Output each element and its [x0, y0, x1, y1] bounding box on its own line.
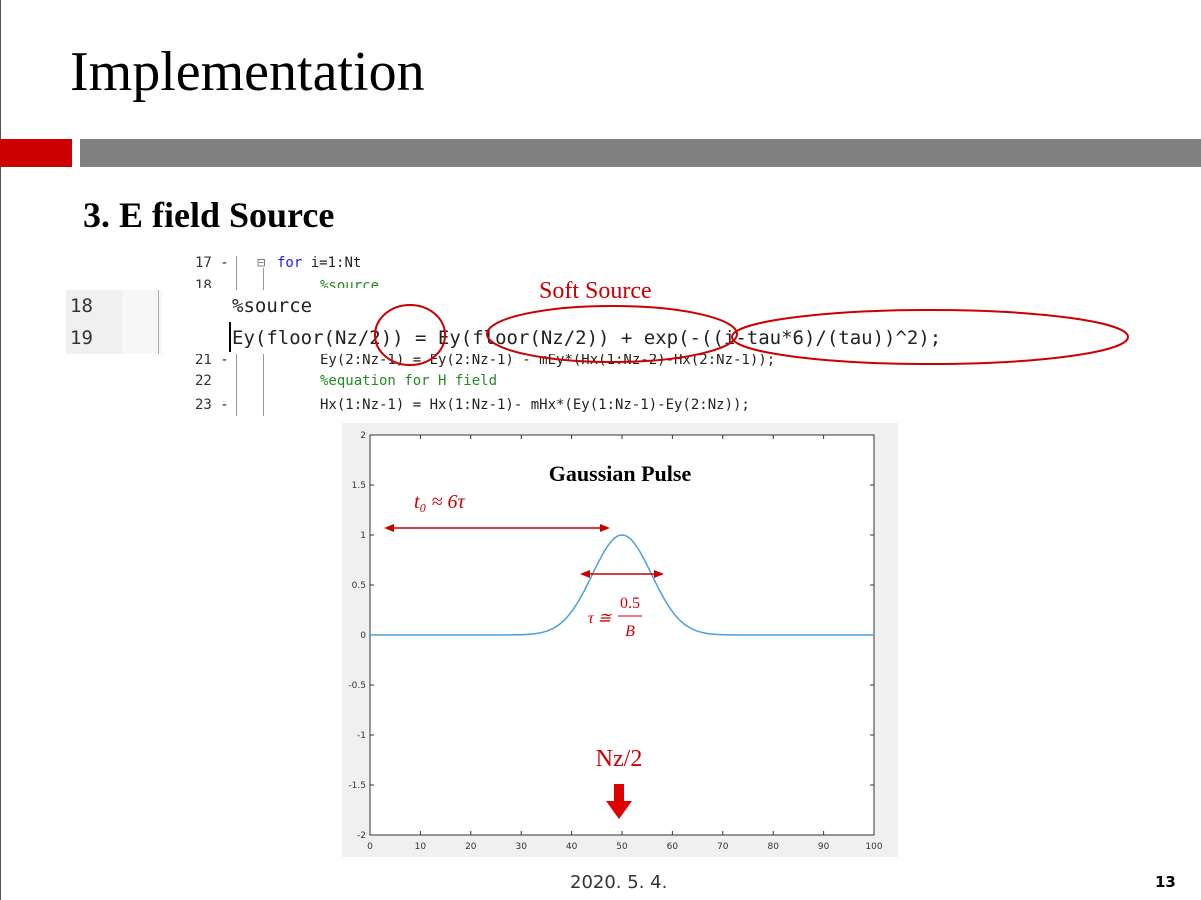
tau-denominator: B: [625, 623, 635, 640]
ellipse-nz2: [374, 304, 446, 366]
x-tick-label: 10: [415, 842, 427, 852]
title-accent-red-bar: [0, 139, 72, 167]
y-tick-label: 2: [360, 431, 366, 441]
x-tick-label: 40: [566, 842, 578, 852]
line-number: 22: [195, 373, 212, 389]
breakpoint-marker: -: [220, 255, 229, 271]
code-line-18-partial-text: %source: [320, 278, 380, 288]
zoomed-code-line-19: Ey(floor(Nz/2)) = Ey(floor(Nz/2)) + exp(…: [232, 327, 942, 349]
tau-numerator: 0.5: [620, 595, 640, 612]
x-tick-label: 80: [767, 842, 779, 852]
fold-toggle-icon[interactable]: ⊟: [257, 255, 266, 271]
soft-source-label: Soft Source: [539, 278, 652, 304]
x-tick-label: 60: [667, 842, 679, 852]
t0-label: t₀ ≈ 6τ: [414, 491, 465, 513]
slide-title: Implementation: [70, 41, 425, 103]
y-tick-label: -0.5: [348, 681, 366, 691]
tau-lhs-label: τ ≅: [588, 610, 613, 627]
code-line-21-partial: 21 -: [195, 350, 229, 370]
x-tick-label: 0: [367, 842, 373, 852]
zoomed-code-line-18: %source: [232, 295, 313, 317]
page-number: 13: [1155, 873, 1176, 891]
keyword: for: [277, 255, 303, 271]
plot-svg: 0 10 20 30 40 50 60 70 80 90 100 -2 -1.5 -1 -0.5 0 0.5 1…: [348, 431, 882, 852]
slide-left-border: [0, 0, 1, 900]
breakpoint-marker: -: [220, 397, 229, 413]
y-tick-label: -1: [357, 731, 366, 741]
y-tick-label: -2: [357, 831, 366, 841]
zoomed-gutter: [122, 290, 162, 322]
zoomed-gutter: [122, 322, 162, 354]
slide-date: 2020. 5. 4.: [570, 872, 668, 893]
code-line-22-text: %equation for H field: [320, 373, 498, 389]
x-tick-label: 30: [515, 842, 527, 852]
code-line-23: 23 -: [195, 395, 229, 415]
code-cutoff-top: . . . . . . . .: [195, 238, 347, 246]
t0-arrow-right-head: [600, 524, 610, 532]
tau-arrow-right-head: [654, 570, 664, 578]
section-heading: 3. E field Source: [83, 195, 335, 235]
y-tick-label: -1.5: [348, 781, 366, 791]
down-arrow-icon: [606, 784, 632, 819]
zoomed-code-panel: [66, 290, 1130, 354]
x-tick-label: 20: [465, 842, 477, 852]
zoomed-line-number-19: 19: [66, 322, 126, 354]
ellipse-exp-term: [731, 309, 1129, 365]
zoomed-fold-guide: [158, 290, 159, 354]
x-tick-label: 50: [616, 842, 628, 852]
x-tick-label: 90: [818, 842, 830, 852]
breakpoint-marker: -: [220, 352, 229, 368]
zoomed-line-number-18: 18: [66, 290, 126, 322]
line-number: 23: [195, 397, 212, 413]
t0-arrow-left-head: [384, 524, 394, 532]
y-tick-label: 1: [360, 531, 366, 541]
gaussian-pulse-plot: 0 10 20 30 40 50 60 70 80 90 100 -2 -1.5 -1 -0.5 0 0.5 1…: [342, 423, 898, 857]
nz2-label: Nz/2: [596, 746, 643, 772]
y-tick-label: 0.5: [352, 581, 366, 591]
x-tick-label: 70: [717, 842, 729, 852]
y-tick-label: 0: [360, 631, 366, 641]
series-line-gaussian: [370, 534, 874, 636]
ellipse-ey-term: [486, 305, 738, 363]
code-line-23-text: Hx(1:Nz-1) = Hx(1:Nz-1)- mHx*(Ey(1:Nz-1)…: [320, 397, 750, 413]
title-accent-gray-bar: [80, 139, 1201, 167]
line-number: 17: [195, 255, 212, 271]
code-line-22: 22: [195, 371, 212, 391]
code-line-17-text: for i=1:Nt: [277, 253, 361, 273]
tau-arrow-left-head: [580, 570, 590, 578]
code-text: i=1:Nt: [302, 255, 362, 271]
x-tick-label: 100: [865, 842, 882, 852]
y-tick-label: 1.5: [352, 481, 366, 491]
code-line-18-partial: 18: [195, 276, 212, 288]
line-number: 21: [195, 352, 212, 368]
line-number: 18: [195, 278, 212, 288]
code-line-17: 17 -: [195, 253, 229, 273]
chart-title: Gaussian Pulse: [549, 461, 692, 486]
text-cursor: [229, 322, 231, 352]
